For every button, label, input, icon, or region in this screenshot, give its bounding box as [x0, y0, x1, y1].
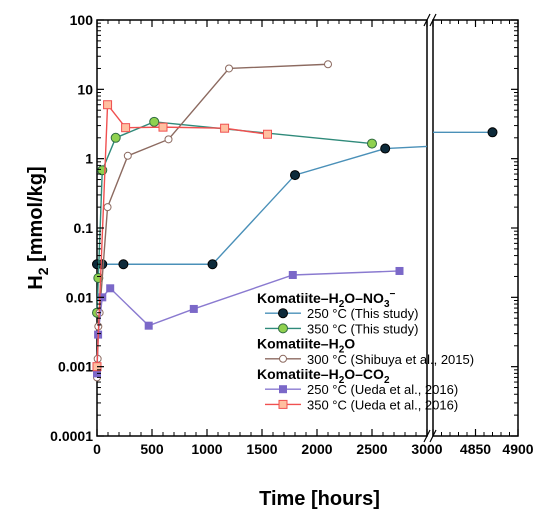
- legend-group-header: Komatiite–H2O: [257, 336, 355, 356]
- legend-label: 350 °C (Ueda et al., 2016): [307, 397, 458, 412]
- legend-group-header: Komatiite–H2O–CO2: [257, 366, 390, 386]
- legend-label: 250 °C (Ueda et al., 2016): [307, 382, 458, 397]
- data-point: [225, 64, 233, 73]
- y-tick-label: 100: [70, 12, 94, 28]
- x-tick-label: 500: [140, 441, 164, 457]
- data-point: [158, 122, 168, 132]
- x-tick-label: 4850: [460, 441, 491, 457]
- data-point: [123, 151, 132, 160]
- legend-swatch-marker: [278, 308, 288, 319]
- data-point: [367, 138, 377, 149]
- series-line: [96, 121, 373, 313]
- data-point: [288, 270, 297, 279]
- x-tick-label: 2000: [301, 441, 332, 457]
- data-point: [380, 143, 391, 154]
- series-line-break-segment: [385, 145, 428, 150]
- x-tick-label: 2500: [356, 441, 387, 457]
- data-point: [324, 60, 332, 69]
- y-tick-label: 10: [77, 81, 93, 97]
- legend-item: 300 °C (Shibuya et al., 2015): [265, 352, 474, 367]
- legend-item: 250 °C (This study): [265, 306, 418, 321]
- data-point: [103, 100, 113, 110]
- data-point: [395, 266, 404, 275]
- series-line: [97, 147, 386, 265]
- legend-group-header: Komatiite–H2O–NO3−: [257, 289, 396, 310]
- series-2: [92, 116, 377, 318]
- legend-item: 350 °C (Ueda et al., 2016): [265, 397, 458, 412]
- y-tick-label: 0.01: [66, 289, 93, 305]
- series-line: [96, 102, 268, 367]
- data-point: [121, 123, 131, 133]
- y-tick-label: 0.1: [74, 220, 94, 236]
- legend-label: 250 °C (This study): [307, 306, 418, 321]
- data-point: [106, 284, 115, 293]
- legend-swatch-marker: [279, 354, 287, 363]
- legend-label: 300 °C (Shibuya et al., 2015): [307, 352, 474, 367]
- data-point: [487, 127, 498, 138]
- x-axis-title: Time [hours]: [259, 488, 380, 510]
- data-point: [220, 123, 230, 133]
- data-point: [149, 116, 160, 127]
- data-point: [164, 135, 173, 144]
- right-panel-frame: [432, 19, 519, 437]
- series-5: [92, 100, 272, 372]
- data-point: [207, 259, 218, 270]
- y-axis-title: H2 [mmol/kg]: [25, 166, 51, 289]
- series-1: [92, 127, 498, 270]
- series-layer: [92, 60, 498, 382]
- y-tick-label: 1: [85, 151, 93, 167]
- legend-item: 350 °C (This study): [265, 321, 418, 336]
- x-tick-label: 1000: [191, 441, 222, 457]
- y-tick-label: 0.0001: [50, 428, 93, 444]
- legend-swatch-marker: [279, 385, 287, 394]
- data-point: [263, 129, 272, 139]
- data-point: [103, 203, 112, 212]
- x-tick-label: 1500: [246, 441, 277, 457]
- legend: Komatiite–H2O–NO3−250 °C (This study)350…: [257, 289, 474, 412]
- data-point: [118, 259, 129, 270]
- data-point: [189, 304, 198, 313]
- legend-label: 350 °C (This study): [307, 321, 418, 336]
- legend-swatch-marker: [278, 323, 288, 334]
- x-tick-label: 4900: [502, 441, 533, 457]
- series-line: [96, 63, 329, 378]
- data-point: [290, 170, 300, 181]
- data-point: [110, 132, 121, 143]
- x-tick-label: 0: [93, 441, 101, 457]
- legend-item: 250 °C (Ueda et al., 2016): [265, 382, 458, 397]
- legend-swatch-marker: [278, 399, 288, 409]
- y-tick-label: 0.001: [58, 359, 93, 375]
- data-point: [144, 321, 153, 330]
- series-3: [93, 60, 332, 382]
- axis-titles: Time [hours] H2 [mmol/kg]: [25, 166, 380, 510]
- x-tick-label: 3000: [411, 441, 442, 457]
